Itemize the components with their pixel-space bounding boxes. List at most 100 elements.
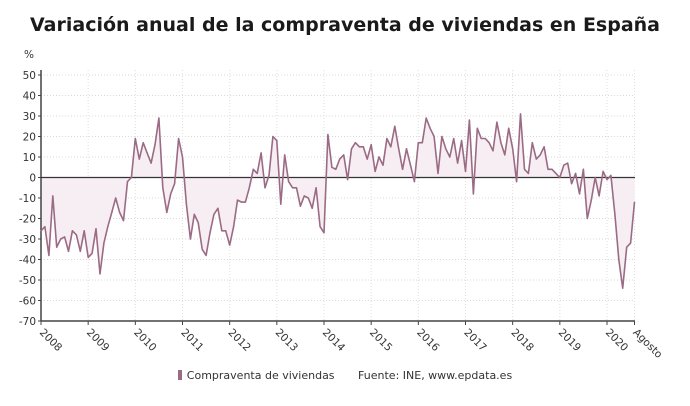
data-point — [280, 203, 282, 205]
data-point — [323, 232, 325, 234]
data-point — [464, 170, 467, 172]
data-point — [350, 148, 353, 150]
x-tick-label: 2018 — [509, 327, 536, 354]
data-point — [63, 236, 66, 238]
data-point — [60, 238, 62, 240]
data-point — [622, 287, 624, 289]
data-point — [578, 193, 581, 195]
data-point — [40, 230, 42, 232]
data-point — [213, 213, 215, 215]
data-point — [142, 142, 144, 144]
data-point — [75, 234, 77, 236]
data-point — [79, 250, 81, 252]
data-point — [527, 172, 529, 174]
data-point — [535, 158, 537, 160]
data-point — [71, 230, 74, 232]
data-point — [457, 162, 459, 164]
data-point — [370, 144, 372, 146]
data-point — [500, 142, 502, 144]
data-point — [236, 199, 239, 201]
data-point — [166, 211, 168, 213]
data-point — [374, 170, 376, 172]
data-point — [177, 137, 180, 140]
data-point — [496, 121, 498, 123]
data-point — [99, 273, 101, 275]
data-point — [307, 197, 309, 199]
data-point — [288, 181, 290, 183]
data-point — [315, 187, 317, 189]
data-point — [425, 117, 427, 119]
data-point — [472, 193, 474, 195]
data-point — [146, 152, 148, 154]
data-point — [358, 146, 360, 148]
data-point — [272, 135, 274, 138]
data-point — [626, 246, 628, 248]
x-tick-label: 2011 — [178, 327, 205, 354]
data-point — [217, 207, 219, 209]
legend-label: Compraventa de viviendas — [186, 369, 335, 382]
data-point — [335, 168, 337, 170]
data-point — [150, 162, 152, 164]
data-point — [574, 172, 577, 174]
data-point — [268, 174, 270, 177]
data-point — [571, 183, 573, 185]
data-point — [523, 168, 526, 170]
data-point — [229, 244, 231, 246]
data-point — [614, 213, 616, 215]
data-point — [174, 183, 176, 185]
data-point — [547, 168, 549, 170]
data-point — [441, 135, 443, 138]
data-point — [429, 127, 431, 129]
data-point — [492, 150, 494, 152]
data-point — [346, 178, 349, 181]
data-point — [248, 187, 250, 189]
y-tick-label: -40 — [19, 255, 36, 267]
data-point — [405, 148, 408, 150]
data-point — [602, 170, 604, 172]
data-point — [232, 226, 235, 228]
data-point — [504, 154, 506, 156]
data-point — [331, 166, 333, 168]
y-axis-label: % — [24, 49, 34, 61]
data-point — [284, 154, 286, 156]
data-point — [291, 187, 294, 189]
data-point — [115, 197, 117, 199]
data-point — [343, 154, 345, 156]
data-point — [56, 246, 58, 248]
data-point — [209, 232, 211, 234]
data-point — [390, 146, 392, 148]
data-point — [48, 254, 50, 256]
x-tick-label: 2013 — [273, 327, 300, 354]
data-point — [519, 113, 522, 115]
data-point — [170, 193, 172, 195]
data-point — [531, 142, 533, 144]
y-tick-label: 10 — [23, 152, 36, 164]
data-point — [67, 250, 70, 252]
x-tick-label: 2020 — [603, 327, 630, 354]
data-point — [252, 168, 254, 170]
data-point — [303, 195, 305, 197]
source-note: Fuente: INE, www.epdata.es — [358, 369, 513, 382]
y-tick-label: -50 — [19, 275, 36, 287]
x-tick-label: 2016 — [414, 327, 442, 355]
data-point — [409, 164, 412, 166]
data-point — [586, 217, 588, 220]
data-point — [240, 201, 243, 203]
x-tick-label: 2015 — [367, 327, 394, 354]
legend-swatch — [177, 370, 182, 380]
data-point — [193, 213, 195, 215]
data-point — [453, 137, 455, 140]
data-point — [107, 226, 109, 228]
y-tick-label: -60 — [19, 296, 36, 308]
data-point — [476, 127, 478, 129]
x-tick-label: 2014 — [320, 327, 348, 355]
data-point — [130, 176, 133, 179]
data-point — [559, 176, 561, 179]
y-tick-label: -10 — [19, 193, 36, 205]
data-point — [551, 168, 553, 170]
data-point — [91, 252, 93, 254]
data-point — [138, 158, 140, 160]
data-point — [610, 174, 612, 177]
data-point — [339, 158, 341, 160]
